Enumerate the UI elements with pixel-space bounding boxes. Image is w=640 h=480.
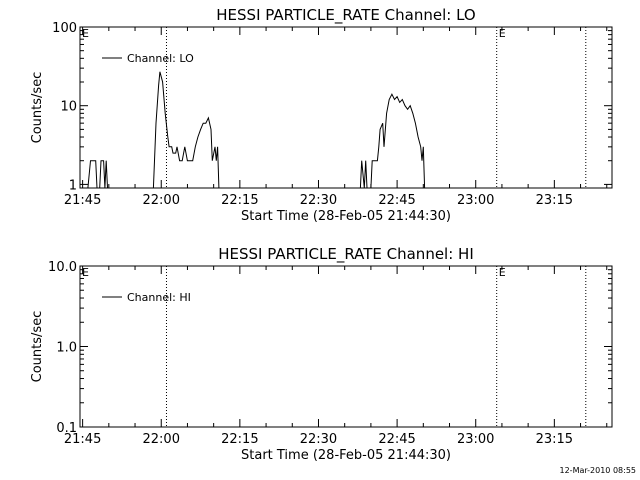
panel-2-x-tick-label: 23:00: [457, 432, 494, 447]
panel-1-legend-label: Channel: LO: [127, 52, 194, 65]
panel-1-y-axis-label: Counts/sec: [30, 72, 45, 144]
panel-2-x-axis-label: Start Time (28-Feb-05 21:44:30): [241, 448, 451, 463]
panel-2-corner-label: E: [82, 266, 89, 279]
panel-1-x-tick-label: 22:15: [221, 193, 258, 208]
panel-1-corner-label: E: [82, 27, 89, 40]
panel-2-x-tick-label: 22:15: [221, 432, 258, 447]
panel-2-x-tick-label: 22:30: [300, 432, 337, 447]
panel-1-y-tick-label: 1: [69, 178, 77, 193]
panel-1-x-tick-label: 22:30: [300, 193, 337, 208]
panel-2-y-axis-label: Counts/sec: [30, 311, 45, 383]
panel-2-x-tick-label: 21:45: [64, 432, 101, 447]
panel-1-y-tick-label: 10: [60, 100, 77, 115]
panel-1-series-line: [82, 71, 426, 189]
panel-1-x-tick-label: 23:15: [536, 193, 573, 208]
panel-2-x-tick-label: 22:00: [143, 432, 180, 447]
footer-timestamp: 12-Mar-2010 08:55: [559, 466, 637, 475]
panel-1-x-tick-label: 23:00: [457, 193, 494, 208]
panel-2-event-marker-label: E: [499, 266, 506, 279]
panel-1-chart-title: HESSI PARTICLE_RATE Channel: LO: [216, 6, 475, 25]
panel-1-x-tick-label: 22:00: [143, 193, 180, 208]
panel-1-x-axis-label: Start Time (28-Feb-05 21:44:30): [241, 209, 451, 224]
panel-2-legend-label: Channel: HI: [127, 291, 191, 304]
panel-2-x-tick-label: 22:45: [378, 432, 415, 447]
panel-2-chart-title: HESSI PARTICLE_RATE Channel: HI: [218, 245, 474, 264]
panel-2-y-tick-label: 1.0: [56, 341, 77, 356]
panel-1-event-marker-label: E: [499, 27, 506, 40]
panel-1-y-tick-label: 100: [52, 21, 77, 36]
panel-1-x-tick-label: 22:45: [378, 193, 415, 208]
panel-2-y-tick-label: 10.0: [48, 260, 77, 275]
panel-1-x-tick-label: 21:45: [64, 193, 101, 208]
panel-2-x-tick-label: 23:15: [536, 432, 573, 447]
panel-2-y-tick-label: 0.1: [56, 421, 77, 436]
